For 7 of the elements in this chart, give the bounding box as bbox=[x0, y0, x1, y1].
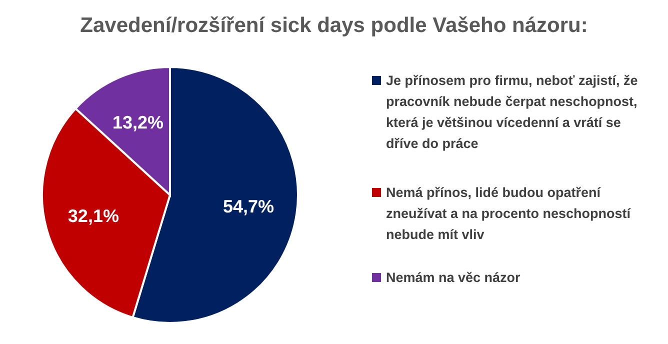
data-label: 54,7% bbox=[222, 196, 274, 217]
legend-label: Je přínosem pro firmu, neboť zajistí, že pracovník nebude čerpat neschopnost, která je většinou vícedenní a vrátí se dříve do práce bbox=[386, 72, 639, 153]
chart-title: Zavedení/rozšíření sick days podle Vašeho názoru: bbox=[79, 14, 589, 38]
legend-label: Nemám na věc názor bbox=[386, 269, 520, 287]
legend-label: Nemá přínos, lidé budou opatření zneužívat a na procento neschopností nebude mít vliv bbox=[386, 184, 632, 244]
data-label: 32,1% bbox=[68, 206, 119, 226]
data-label: 13,2% bbox=[112, 112, 164, 132]
